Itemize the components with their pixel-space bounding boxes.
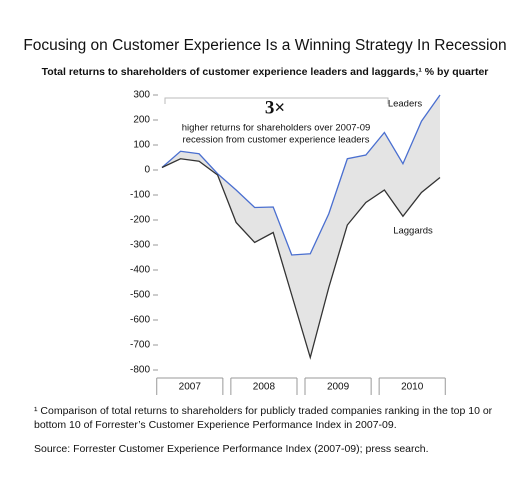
footnote: ¹ Comparison of total returns to shareho… bbox=[34, 405, 493, 417]
x-group-label: 2010 bbox=[401, 382, 424, 393]
chart-subtitle: Total returns to shareholders of custome… bbox=[42, 66, 489, 78]
y-tick-label: -600 bbox=[130, 315, 150, 326]
y-tick-label: -400 bbox=[130, 265, 150, 276]
x-group-label: 2007 bbox=[179, 382, 202, 393]
x-group-label: 2009 bbox=[327, 382, 350, 393]
annotation-big: 3× bbox=[265, 97, 285, 118]
bracket-line bbox=[164, 97, 389, 104]
bracket bbox=[164, 97, 389, 104]
footnote: bottom 10 of Forrester’s Customer Experi… bbox=[34, 419, 397, 431]
annotation: higher returns for shareholders over 200… bbox=[182, 123, 371, 134]
y-tick-label: -500 bbox=[130, 290, 150, 301]
y-tick-label: 100 bbox=[133, 140, 150, 151]
chart-title: Focusing on Customer Experience Is a Win… bbox=[23, 37, 506, 54]
series-label: Laggards bbox=[393, 226, 433, 237]
x-group-label: 2008 bbox=[253, 382, 276, 393]
y-tick-label: 300 bbox=[133, 90, 150, 101]
y-tick-label: 0 bbox=[144, 165, 150, 176]
y-tick-label: -800 bbox=[130, 365, 150, 376]
source: Source: Forrester Customer Experience Pe… bbox=[34, 443, 429, 455]
gap-area bbox=[162, 95, 440, 358]
annotation: recession from customer experience leade… bbox=[183, 135, 370, 146]
series-line bbox=[161, 94, 441, 256]
y-tick-label: -300 bbox=[130, 240, 150, 251]
y-tick-label: 200 bbox=[133, 115, 150, 126]
y-tick-label: -200 bbox=[130, 215, 150, 226]
series-line bbox=[161, 158, 441, 360]
series-label: Leaders bbox=[388, 99, 423, 110]
y-tick-label: -700 bbox=[130, 340, 150, 351]
y-tick-label: -100 bbox=[130, 190, 150, 201]
